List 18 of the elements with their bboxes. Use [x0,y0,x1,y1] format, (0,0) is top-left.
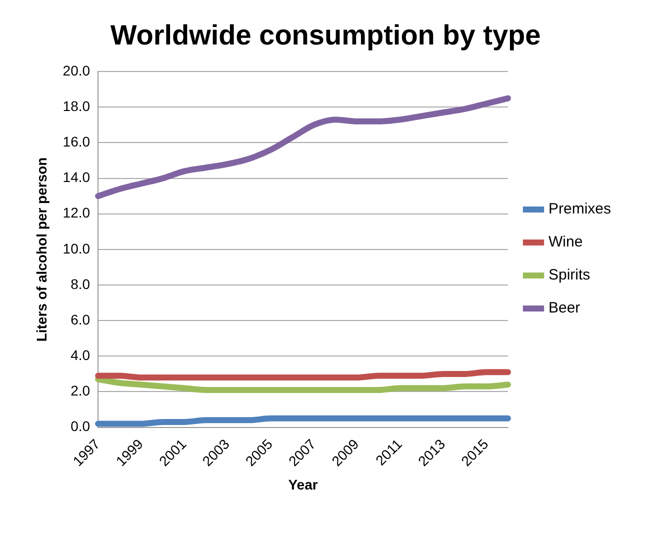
x-axis-title: Year [288,476,318,492]
y-tick-label: 18.0 [62,98,90,114]
y-tick-label: 0.0 [70,418,90,434]
y-tick-label: 4.0 [70,347,90,364]
legend-label: Premixes [548,200,612,218]
y-tick-label: 6.0 [70,311,90,328]
y-tick-label: 12.0 [62,204,90,221]
legend-label: Spirits [548,266,590,284]
chart-title: Worldwide consumption by type [110,20,541,51]
y-tick-label: 8.0 [70,276,90,292]
legend-label: Beer [548,300,580,317]
y-tick-label: 10.0 [62,240,90,256]
y-axis-title: Liters of alcohol per person [33,157,50,342]
y-tick-label: 14.0 [62,169,90,186]
y-tick-label: 16.0 [62,134,90,150]
legend-label: Wine [548,234,583,251]
y-tick-label: 2.0 [70,382,90,399]
y-tick-label: 20.0 [62,62,90,78]
